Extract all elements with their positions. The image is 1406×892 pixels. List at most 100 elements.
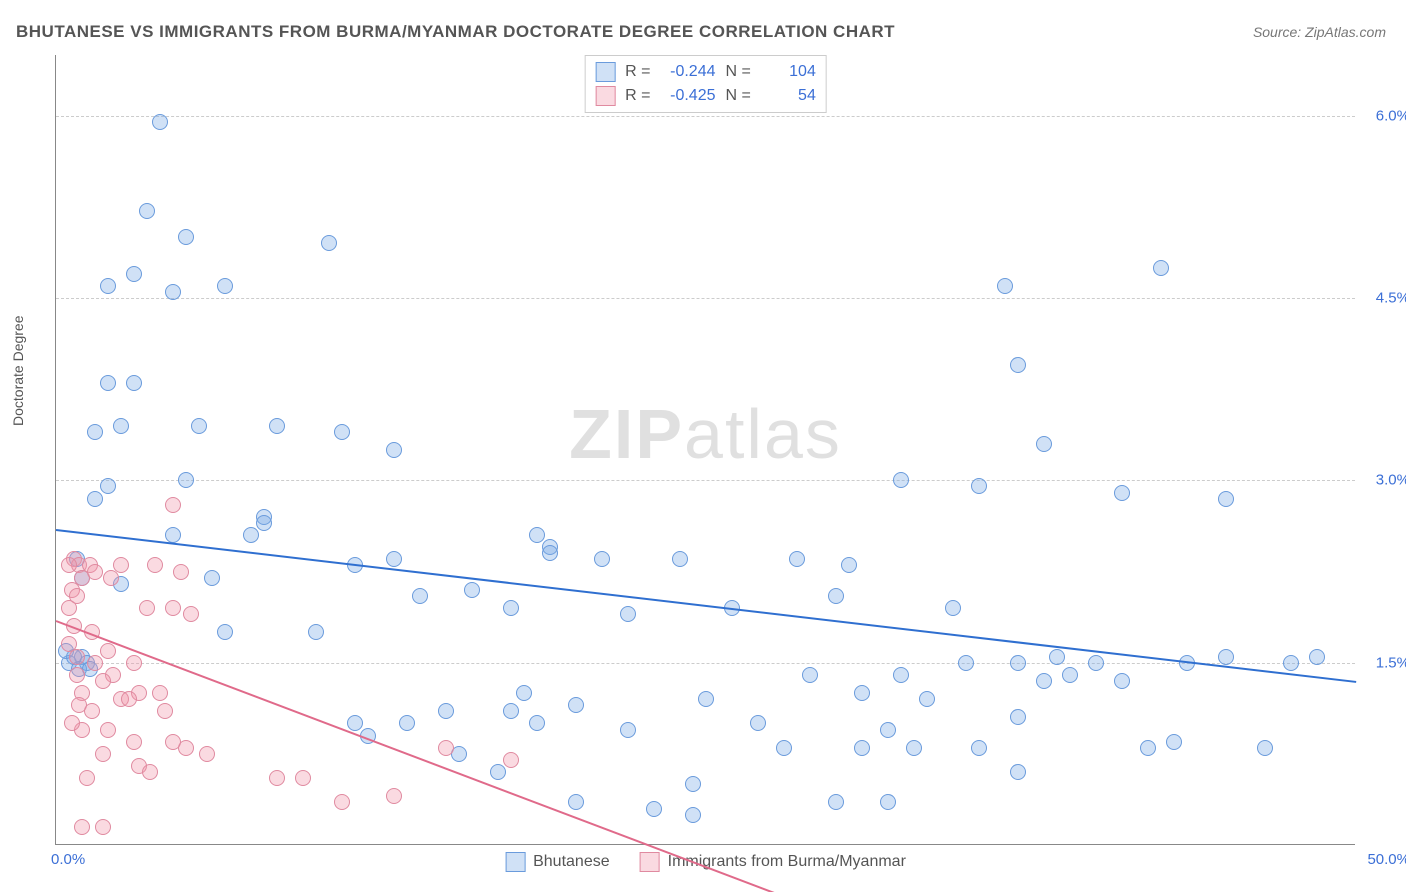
gridline xyxy=(56,116,1355,117)
data-point xyxy=(152,685,168,701)
data-point xyxy=(204,570,220,586)
data-point xyxy=(399,715,415,731)
data-point xyxy=(142,764,158,780)
data-point xyxy=(646,801,662,817)
data-point xyxy=(672,551,688,567)
data-point xyxy=(490,764,506,780)
data-point xyxy=(1062,667,1078,683)
data-point xyxy=(464,582,480,598)
y-tick-label: 4.5% xyxy=(1360,290,1406,307)
data-point xyxy=(87,491,103,507)
legend-bottom: Bhutanese Immigrants from Burma/Myanmar xyxy=(505,852,906,872)
data-point xyxy=(1036,436,1052,452)
data-point xyxy=(87,655,103,671)
y-axis-label: Doctorate Degree xyxy=(10,315,26,426)
data-point xyxy=(919,691,935,707)
data-point xyxy=(61,557,77,573)
data-point xyxy=(802,667,818,683)
stats-row-a: R = -0.244 N = 104 xyxy=(595,60,816,84)
data-point xyxy=(776,740,792,756)
data-point xyxy=(685,807,701,823)
data-point xyxy=(828,588,844,604)
data-point xyxy=(698,691,714,707)
data-point xyxy=(568,794,584,810)
data-point xyxy=(438,703,454,719)
data-point xyxy=(191,418,207,434)
data-point xyxy=(568,697,584,713)
data-point xyxy=(841,557,857,573)
data-point xyxy=(295,770,311,786)
data-point xyxy=(1010,764,1026,780)
data-point xyxy=(386,788,402,804)
y-tick-label: 6.0% xyxy=(1360,107,1406,124)
data-point xyxy=(503,600,519,616)
watermark: ZIPatlas xyxy=(569,394,842,474)
data-point xyxy=(1153,260,1169,276)
data-point xyxy=(971,478,987,494)
data-point xyxy=(1218,649,1234,665)
data-point xyxy=(126,655,142,671)
data-point xyxy=(126,266,142,282)
data-point xyxy=(79,770,95,786)
data-point xyxy=(269,418,285,434)
data-point xyxy=(165,497,181,513)
data-point xyxy=(880,794,896,810)
data-point xyxy=(243,527,259,543)
data-point xyxy=(1114,673,1130,689)
data-point xyxy=(147,557,163,573)
data-point xyxy=(95,819,111,835)
data-point xyxy=(893,667,909,683)
data-point xyxy=(1140,740,1156,756)
data-point xyxy=(438,740,454,756)
legend-item-a: Bhutanese xyxy=(505,852,610,872)
data-point xyxy=(1114,485,1130,501)
legend-item-b: Immigrants from Burma/Myanmar xyxy=(640,852,906,872)
data-point xyxy=(1010,655,1026,671)
data-point xyxy=(529,715,545,731)
data-point xyxy=(503,752,519,768)
data-point xyxy=(1257,740,1273,756)
chart-title: BHUTANESE VS IMMIGRANTS FROM BURMA/MYANM… xyxy=(16,22,895,42)
data-point xyxy=(84,703,100,719)
data-point xyxy=(828,794,844,810)
y-tick-label: 3.0% xyxy=(1360,472,1406,489)
data-point xyxy=(1166,734,1182,750)
data-point xyxy=(503,703,519,719)
data-point xyxy=(854,740,870,756)
data-point xyxy=(1049,649,1065,665)
data-point xyxy=(87,424,103,440)
data-point xyxy=(880,722,896,738)
data-point xyxy=(178,229,194,245)
data-point xyxy=(529,527,545,543)
data-point xyxy=(217,278,233,294)
data-point xyxy=(1283,655,1299,671)
data-point xyxy=(334,794,350,810)
source-label: Source: ZipAtlas.com xyxy=(1253,24,1386,40)
x-tick-label: 50.0% xyxy=(1367,851,1406,868)
data-point xyxy=(1010,709,1026,725)
data-point xyxy=(321,235,337,251)
swatch-bhutanese-icon xyxy=(595,62,615,82)
data-point xyxy=(100,643,116,659)
data-point xyxy=(308,624,324,640)
swatch-burma-icon xyxy=(640,852,660,872)
data-point xyxy=(61,600,77,616)
data-point xyxy=(906,740,922,756)
data-point xyxy=(1088,655,1104,671)
data-point xyxy=(789,551,805,567)
plot-area: ZIPatlas R = -0.244 N = 104 R = -0.425 N… xyxy=(55,55,1355,845)
data-point xyxy=(1218,491,1234,507)
trend-line xyxy=(56,529,1356,683)
data-point xyxy=(183,606,199,622)
data-point xyxy=(121,691,137,707)
data-point xyxy=(1036,673,1052,689)
stats-box: R = -0.244 N = 104 R = -0.425 N = 54 xyxy=(584,55,827,113)
data-point xyxy=(100,375,116,391)
data-point xyxy=(217,624,233,640)
data-point xyxy=(178,472,194,488)
data-point xyxy=(165,600,181,616)
data-point xyxy=(386,551,402,567)
data-point xyxy=(945,600,961,616)
data-point xyxy=(412,588,428,604)
data-point xyxy=(173,564,189,580)
